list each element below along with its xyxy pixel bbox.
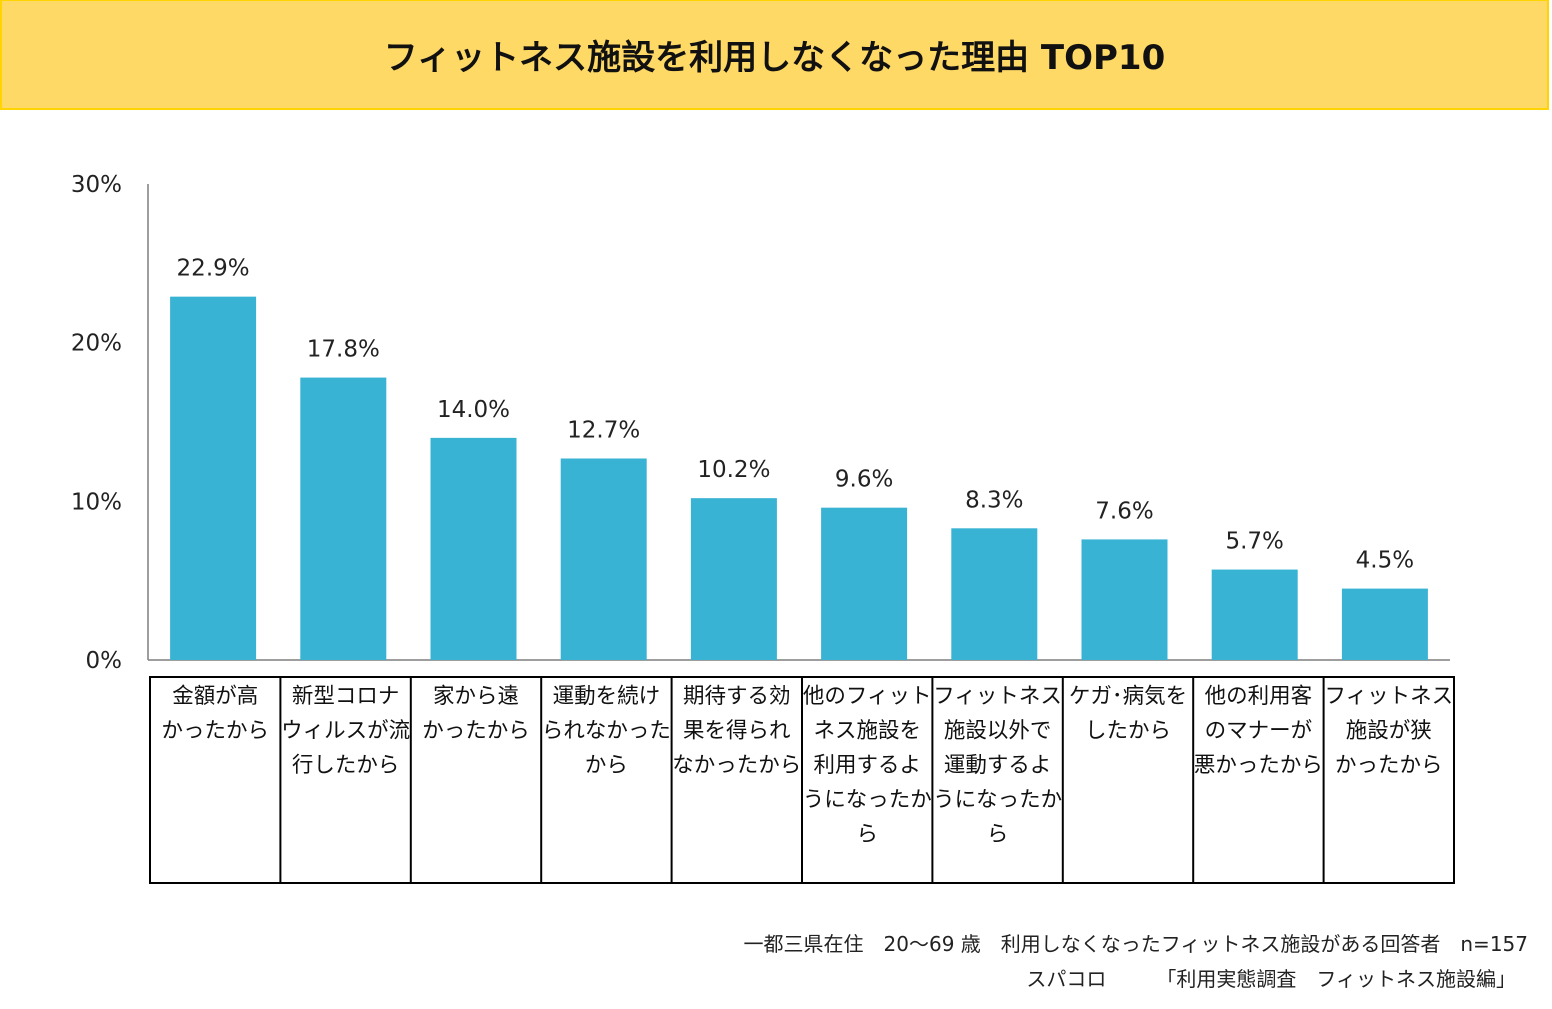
bar [1341,588,1428,660]
chart-title: フィットネス施設を利用しなくなった理由 TOP10 [383,38,1166,78]
x-tick-label: 運動するよ [944,753,1052,778]
x-tick-label: うになったか [803,788,932,813]
data-label: 10.2% [697,457,770,483]
y-tick-label: 20% [71,331,122,357]
x-tick-label: のマナーが [1205,719,1313,744]
x-tick-label: 家から遠 [433,684,519,709]
x-tick-label: フィットネス [1325,684,1454,709]
bar [300,377,387,660]
x-tick-label: 期待する効 [683,684,791,709]
x-tick-label: 運動を続け [553,684,661,709]
x-tick-label: 施設以外で [944,719,1052,744]
x-tick-label: から [585,753,628,778]
data-label: 5.7% [1225,529,1283,555]
data-label: 7.6% [1095,498,1153,524]
x-tick-label: 行したから [292,753,400,778]
data-label: 12.7% [567,417,640,443]
x-tick-label: ら [856,822,878,847]
bar [1211,569,1298,660]
x-tick-label: 新型コロナ [292,684,400,709]
bar [560,458,647,660]
bar [1081,539,1168,660]
bar [690,498,777,660]
y-tick-label: 10% [71,489,122,515]
y-tick-label: 30% [71,172,122,198]
x-tick-label: られなかった [542,719,671,744]
x-tick-label: ら [987,822,1009,847]
x-tick-label: ネス施設を [813,719,921,744]
x-tick-label: かったから [1335,753,1443,778]
bar [951,528,1038,660]
data-label: 8.3% [965,487,1023,513]
data-label: 14.0% [437,397,510,423]
x-tick-label: 利用するよ [813,753,921,778]
data-label: 22.9% [177,256,250,282]
bar [430,437,517,660]
y-tick-label: 0% [86,648,123,674]
x-tick-label: かったから [161,719,269,744]
x-tick-label: 金額が高 [172,684,258,709]
x-tick-label: 他の利用客 [1205,684,1313,709]
title-banner: フィットネス施設を利用しなくなった理由 TOP10 [0,0,1549,110]
bar [170,296,257,660]
x-tick-label: うになったか [933,788,1062,813]
x-tick-label: なかったから [672,753,801,778]
data-label: 17.8% [307,337,380,363]
x-tick-label: ウィルスが流 [281,719,410,744]
footer-source: スパコロ 「利用実態調査 フィットネス施設編」 [1026,967,1516,991]
footer-sample-note: 一都三県在住 20～69 歳 利用しなくなったフィットネス施設がある回答者 n=… [743,932,1528,956]
x-tick-label: 他のフィット [803,684,932,709]
x-tick-label: 果を得られ [683,719,791,744]
x-tick-label: 悪かったから [1194,753,1323,778]
x-tick-label: ケガ･病気を [1069,684,1187,709]
bar [821,507,908,660]
x-tick-label: かったから [422,719,530,744]
data-label: 9.6% [835,467,893,493]
data-label: 4.5% [1356,548,1414,574]
x-tick-label: フィットネス [933,684,1062,709]
x-tick-label: したから [1085,719,1171,744]
x-tick-label: 施設が狭 [1346,719,1432,744]
